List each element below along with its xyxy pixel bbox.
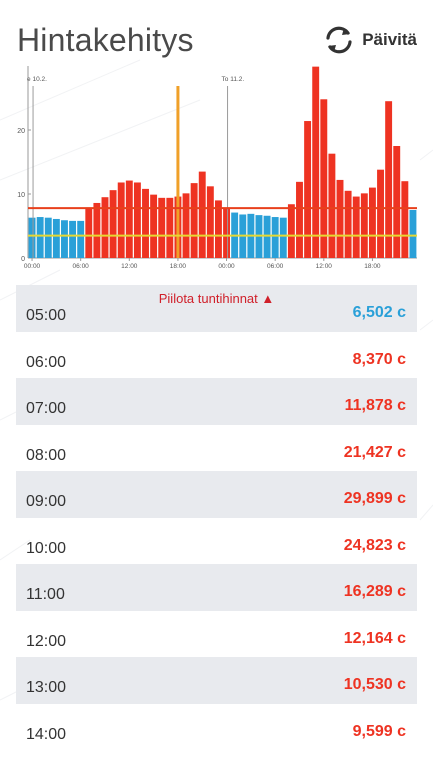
day-label: e 10.2. (27, 76, 47, 83)
price-bar[interactable] (409, 210, 417, 258)
refresh-button[interactable]: Päivitä (322, 24, 417, 56)
price-bar[interactable] (223, 207, 231, 258)
price-bar[interactable] (214, 200, 222, 258)
price-bar[interactable] (182, 193, 190, 258)
price-bar[interactable] (312, 66, 320, 258)
price-bar[interactable] (352, 196, 360, 258)
price-bar[interactable] (158, 197, 166, 258)
price-value: 6,502 c (352, 304, 406, 321)
price-value: 12,164 c (343, 629, 406, 647)
price-row: 08:00 21,427 c (16, 425, 417, 472)
price-row: 11:00 16,289 c (16, 564, 417, 611)
y-tick-label: 20 (17, 128, 25, 135)
x-tick-label: 12:00 (316, 263, 333, 270)
price-bar[interactable] (385, 101, 393, 258)
x-tick-label: 00:00 (218, 263, 235, 270)
x-tick-label: 18:00 (170, 263, 187, 270)
price-bar[interactable] (142, 188, 149, 258)
x-tick-label: 06:00 (267, 263, 284, 270)
price-bar[interactable] (52, 218, 60, 258)
price-bar[interactable] (296, 181, 303, 258)
hour-label: 11:00 (26, 586, 65, 603)
price-list: 05:00 6,502 c 06:00 8,370 c 07:00 11,878 c 08:… (16, 285, 417, 750)
hour-label: 07:00 (26, 400, 67, 417)
price-row: 07:00 11,878 c (16, 378, 417, 425)
hour-label: 14:00 (26, 725, 67, 743)
price-row: 13:00 10,530 c (16, 657, 417, 704)
price-bar[interactable] (125, 180, 133, 258)
price-bar[interactable] (304, 121, 312, 258)
price-bar[interactable] (166, 197, 174, 258)
price-value: 8,370 c (352, 350, 406, 368)
hide-hourly-prices-toggle[interactable]: Piilota tuntihinnat ▲ (158, 291, 275, 306)
price-bar[interactable] (117, 182, 125, 258)
price-bar[interactable] (401, 181, 409, 258)
price-row: 14:00 9,599 c (16, 704, 417, 751)
y-tick-label: 10 (17, 192, 25, 199)
hour-label: 13:00 (26, 679, 67, 696)
price-bar[interactable] (344, 190, 352, 258)
price-row: 12:00 12,164 c (16, 611, 417, 658)
price-value: 10,530 c (343, 676, 406, 693)
price-bar[interactable] (377, 169, 384, 258)
page-title: Hintakehitys (17, 22, 194, 58)
price-value: 9,599 c (352, 722, 406, 740)
price-bar[interactable] (109, 190, 117, 258)
hour-label: 10:00 (26, 539, 67, 557)
price-value: 29,899 c (343, 490, 406, 507)
price-bar[interactable] (279, 217, 287, 258)
refresh-label: Päivitä (362, 30, 417, 49)
price-bar[interactable] (263, 215, 271, 258)
price-row: 06:00 8,370 c (16, 332, 417, 379)
price-bar[interactable] (28, 217, 36, 258)
refresh-icon (326, 26, 352, 54)
price-row: 10:00 24,823 c (16, 518, 417, 565)
price-bar[interactable] (190, 183, 198, 258)
price-bar[interactable] (61, 220, 68, 258)
price-bar[interactable] (150, 194, 158, 258)
price-bar[interactable] (36, 217, 44, 258)
x-tick-label: 06:00 (73, 263, 90, 270)
price-chart-svg: 0 10 20 e 10.2. To 11.2. 00:00 06:00 12:00 18:00… (17, 66, 417, 270)
price-bar[interactable] (320, 99, 328, 258)
price-bar[interactable] (287, 204, 295, 258)
price-bar[interactable] (93, 202, 101, 258)
price-bar[interactable] (271, 217, 279, 258)
price-bar[interactable] (336, 179, 344, 258)
price-value: 16,289 c (343, 583, 406, 600)
hour-label: 08:00 (26, 446, 67, 464)
x-tick-label: 18:00 (364, 263, 381, 270)
price-bar[interactable] (44, 217, 52, 258)
price-bar[interactable] (328, 153, 336, 258)
price-row: 09:00 29,899 c (16, 471, 417, 518)
hour-label: 05:00 (26, 307, 67, 324)
price-bar[interactable] (206, 186, 214, 258)
price-value: 21,427 c (343, 443, 406, 461)
price-bar[interactable] (133, 182, 141, 258)
hour-label: 09:00 (26, 493, 67, 510)
hour-label: 12:00 (26, 632, 67, 650)
price-bar[interactable] (393, 146, 401, 258)
price-bar[interactable] (360, 193, 368, 258)
price-bar[interactable] (69, 220, 77, 258)
day-label: To 11.2. (222, 76, 245, 83)
price-row: 05:00 6,502 c (16, 285, 417, 332)
x-tick-label: 00:00 (24, 263, 41, 270)
price-value: 24,823 c (343, 536, 406, 554)
y-tick-label: 0 (21, 256, 25, 263)
price-bar[interactable] (368, 187, 376, 258)
price-value: 11,878 c (344, 397, 406, 414)
price-bar[interactable] (77, 220, 85, 258)
hour-label: 06:00 (26, 353, 67, 371)
header: Hintakehitys Päivitä (0, 0, 433, 64)
x-tick-label: 12:00 (121, 263, 138, 270)
price-bar[interactable] (85, 207, 93, 258)
price-chart[interactable]: 0 10 20 e 10.2. To 11.2. 00:00 06:00 12:00 18:00… (16, 64, 417, 274)
price-bar[interactable] (198, 171, 206, 258)
price-bar[interactable] (101, 197, 109, 258)
